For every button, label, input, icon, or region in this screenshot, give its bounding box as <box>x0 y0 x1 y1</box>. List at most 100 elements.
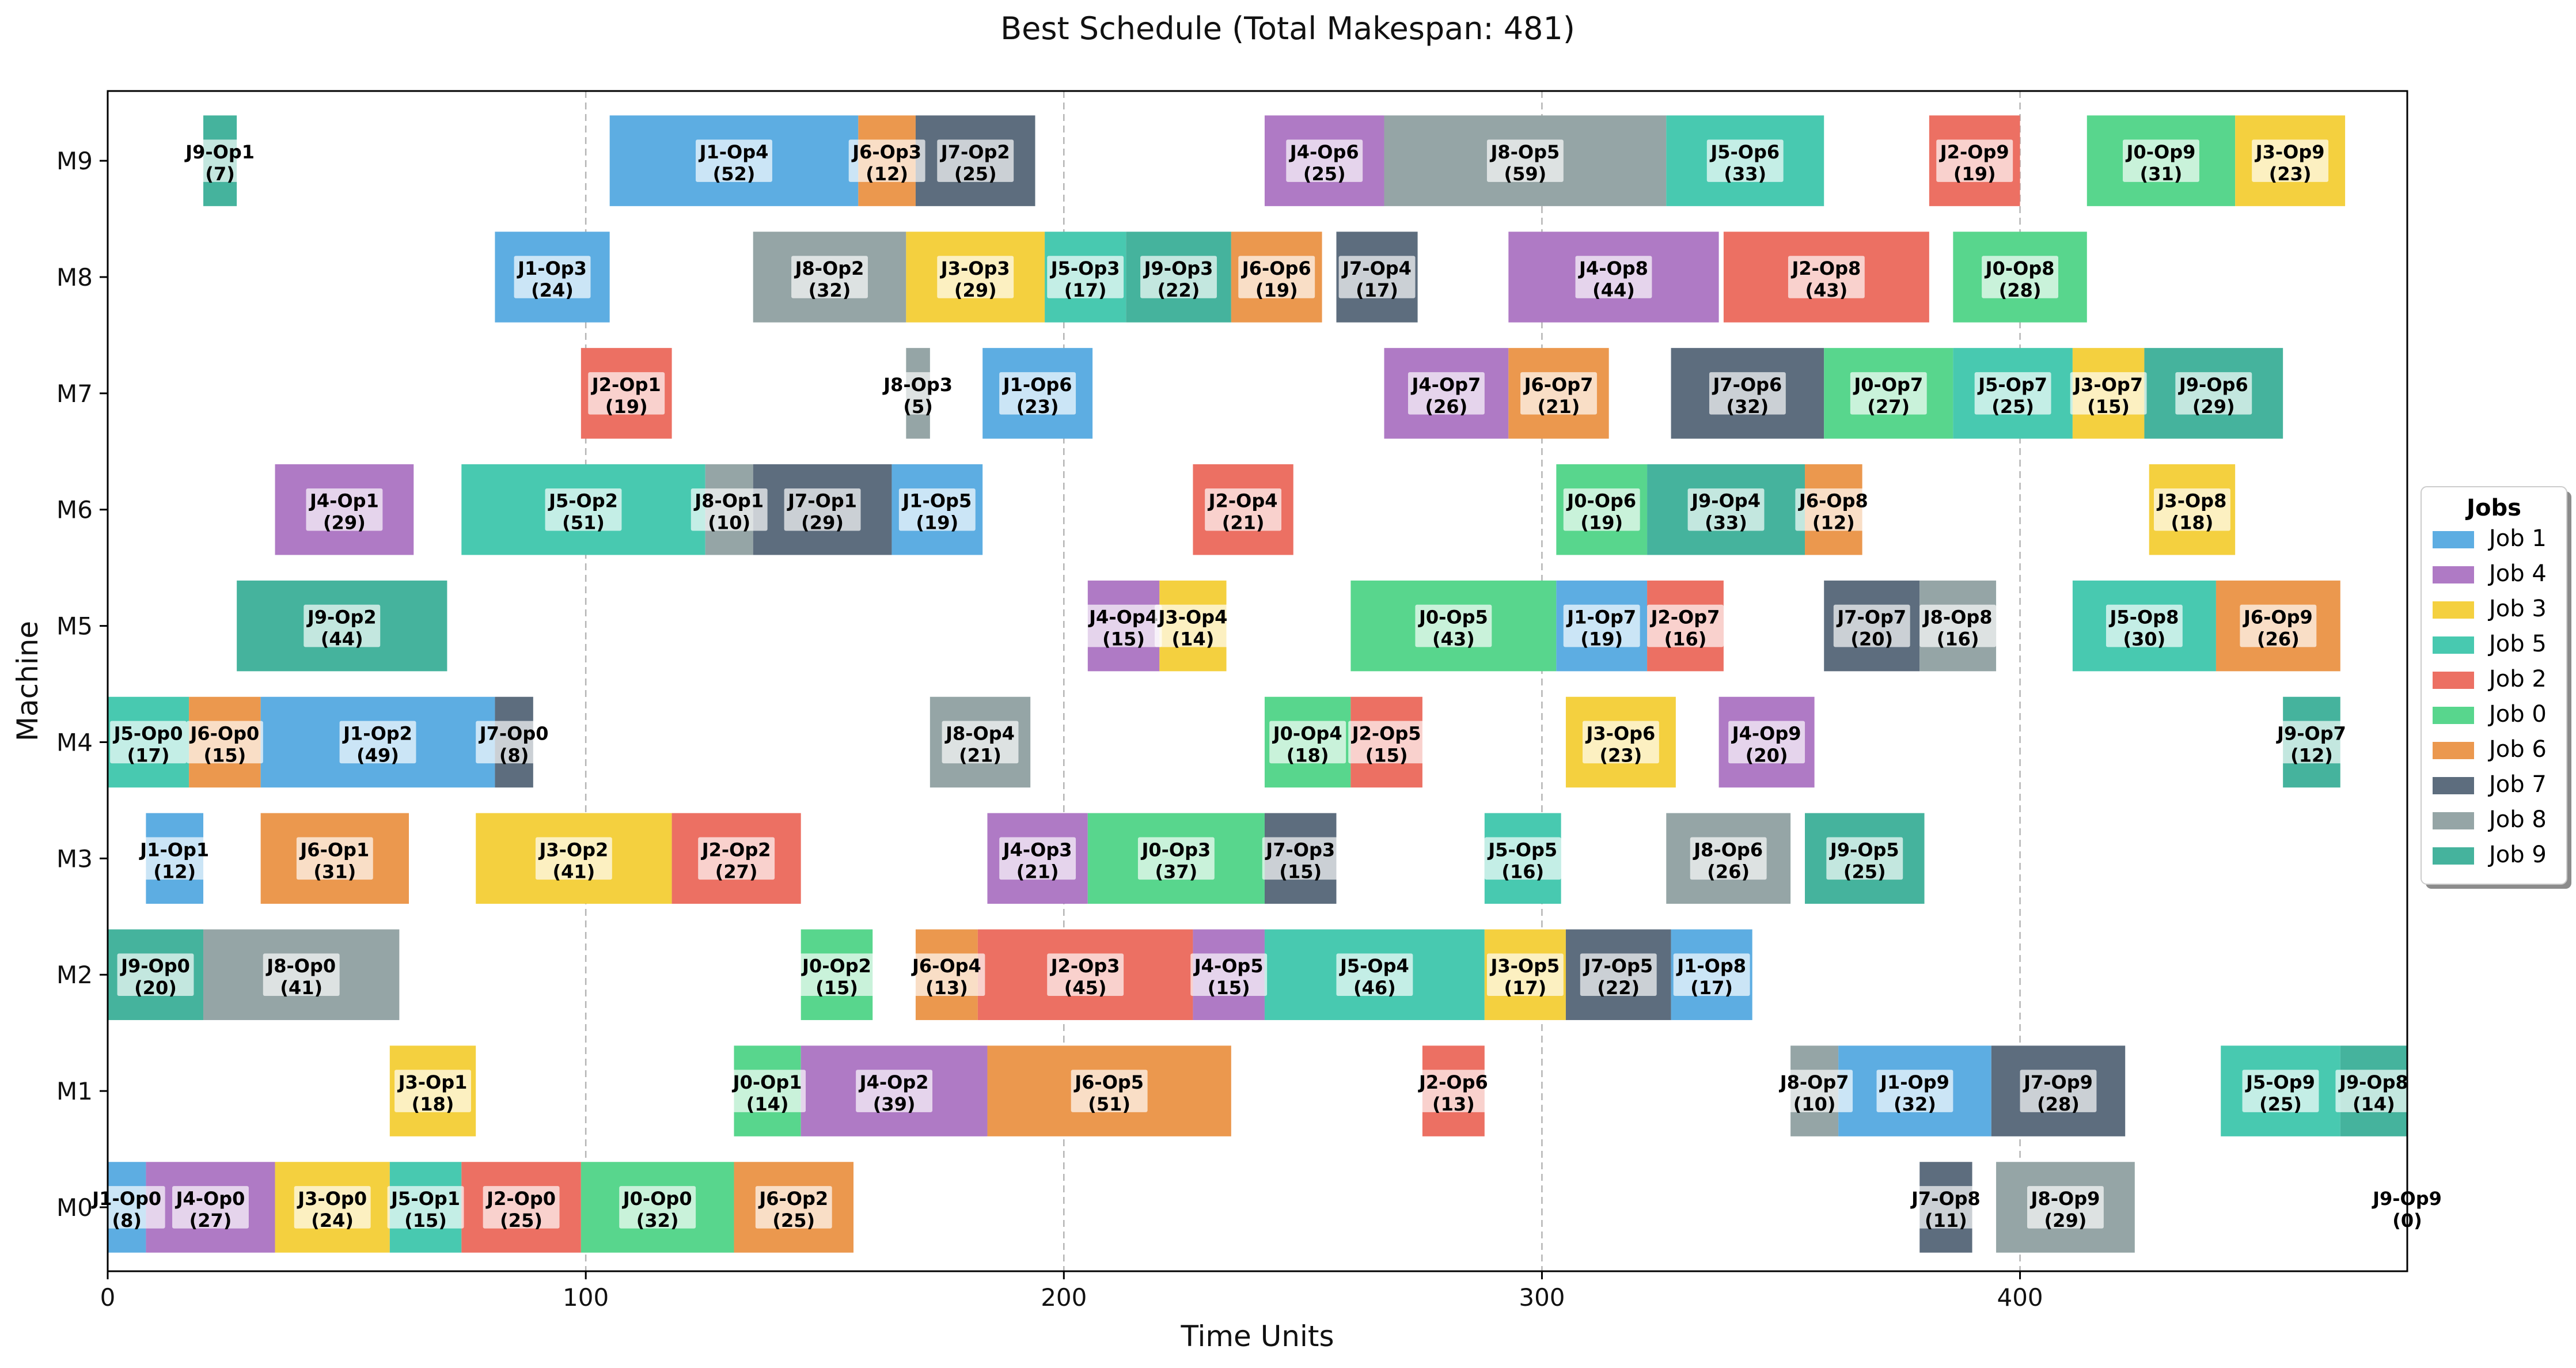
operation-label: J4-Op2 <box>859 1071 929 1093</box>
y-tick-label: M2 <box>56 961 93 989</box>
legend-swatch <box>2433 566 2474 583</box>
operation-label-box <box>1338 256 1416 298</box>
operation-label: J9-Op2 <box>306 607 377 628</box>
operation-label: J2-Op6 <box>1418 1071 1488 1093</box>
operation-label: J6-Op2 <box>758 1188 828 1210</box>
operation-duration: (32) <box>809 279 851 301</box>
x-axis-label: Time Units <box>1180 1320 1334 1353</box>
operation-label-box <box>1047 953 1124 996</box>
operation-label: J1-Op0 <box>91 1188 161 1210</box>
operation-label-box <box>476 721 553 764</box>
y-tick-label: M3 <box>56 844 93 873</box>
operation-duration: (15) <box>1365 744 1408 766</box>
operation-label-box <box>1690 837 1767 880</box>
operation-label: J3-Op8 <box>2157 490 2227 512</box>
operation-label-box <box>1673 953 1750 996</box>
operation-label: J4-Op6 <box>1289 141 1359 163</box>
operation-duration: (18) <box>2171 512 2214 534</box>
operation-label: J1-Op8 <box>1676 955 1746 977</box>
operation-label-box <box>848 139 925 182</box>
operation-label-box <box>1826 837 1903 880</box>
operation-duration: (13) <box>1432 1093 1475 1115</box>
x-tick-label: 400 <box>1997 1283 2043 1312</box>
operation-label: J2-Op3 <box>1050 955 1120 977</box>
operation-label-box <box>483 1186 560 1229</box>
operation-label-box <box>1415 1070 1492 1112</box>
operation-label-box <box>2273 721 2350 764</box>
operation-label: J9-Op6 <box>2178 374 2248 396</box>
operation-label-box <box>879 372 957 415</box>
operation-duration: (22) <box>1158 279 1200 301</box>
operation-label-box <box>784 488 861 531</box>
operation-duration: (32) <box>1894 1093 1936 1115</box>
operation-label: J6-Op7 <box>1523 374 1594 396</box>
operation-label-box <box>303 604 381 647</box>
legend-swatch <box>2433 672 2474 689</box>
operation-label: J0-Op2 <box>801 955 871 977</box>
operation-duration: (30) <box>2123 628 2166 650</box>
operation-label: J8-Op5 <box>1489 141 1560 163</box>
operation-label-box <box>2027 1186 2104 1229</box>
y-tick-label: M5 <box>56 612 93 641</box>
operation-duration: (21) <box>959 744 1001 766</box>
operation-label: J0-Op5 <box>1418 607 1488 628</box>
operation-duration: (17) <box>1504 977 1546 999</box>
operation-label-box <box>294 1186 371 1229</box>
operation-label-box <box>263 953 340 996</box>
legend-title: Jobs <box>2465 495 2521 521</box>
operation-label: J1-Op4 <box>699 141 769 163</box>
x-axis: 0 100 200 300 400 <box>100 1271 2043 1312</box>
operation-duration: (24) <box>531 279 574 301</box>
operation-duration: (14) <box>2353 1093 2395 1115</box>
y-tick-label: M9 <box>56 147 93 175</box>
operation-duration: (19) <box>605 396 648 418</box>
operation-duration: (17) <box>127 744 170 766</box>
operation-duration: (15) <box>2087 396 2130 418</box>
operation-duration: (43) <box>1432 628 1475 650</box>
operation-label: J2-Op8 <box>1790 257 1861 279</box>
operation-label: J7-Op8 <box>1910 1188 1981 1210</box>
operation-duration: (15) <box>1208 977 1250 999</box>
operation-label-box <box>1269 721 1346 764</box>
operation-label: J0-Op6 <box>1566 490 1636 512</box>
operation-duration: (7) <box>205 163 235 185</box>
operation-duration: (46) <box>1353 977 1396 999</box>
legend-swatch <box>2433 707 2474 724</box>
operation-label: J2-Op5 <box>1351 722 1421 744</box>
x-tick-label: 200 <box>1041 1283 1087 1312</box>
operation-label: J4-Op1 <box>309 490 379 512</box>
operation-label: J7-Op7 <box>1836 607 1906 628</box>
operation-label-box <box>1833 604 1910 647</box>
operation-duration: (33) <box>1705 512 1747 534</box>
legend-label: Job 8 <box>2487 806 2547 833</box>
operation-label: J5-Op9 <box>2245 1071 2315 1093</box>
operation-label: J4-Op3 <box>1002 839 1072 861</box>
operation-label: J5-Op6 <box>1709 141 1780 163</box>
operation-duration: (25) <box>1843 861 1886 882</box>
operation-label-box <box>2123 139 2199 182</box>
operation-duration: (23) <box>1600 744 1642 766</box>
operation-duration: (39) <box>873 1093 916 1115</box>
operation-label: J4-Op4 <box>1088 607 1158 628</box>
operation-label: J3-Op0 <box>297 1188 367 1210</box>
operation-duration: (13) <box>925 977 968 999</box>
legend-swatch <box>2433 847 2474 865</box>
operation-duration: (21) <box>1016 861 1059 882</box>
operation-duration: (15) <box>203 744 246 766</box>
y-tick-label: M7 <box>56 380 93 408</box>
operation-label: J2-Op0 <box>485 1188 556 1210</box>
operation-label-box <box>1486 139 1564 182</box>
operation-label: J1-Op5 <box>901 490 972 512</box>
y-tick-label: M8 <box>56 263 93 291</box>
operation-label-box <box>394 1070 471 1112</box>
operation-label-box <box>1140 256 1217 298</box>
operation-duration: (20) <box>1850 628 1893 650</box>
operation-label: J3-Op3 <box>940 257 1010 279</box>
operation-label: J8-Op1 <box>693 490 764 512</box>
operation-label-box <box>1876 1070 1953 1112</box>
operation-duration: (23) <box>1016 396 1059 418</box>
operation-duration: (23) <box>2269 163 2312 185</box>
operation-label-box <box>1709 372 1786 415</box>
operation-duration: (26) <box>1425 396 1468 418</box>
operation-duration: (17) <box>1064 279 1107 301</box>
